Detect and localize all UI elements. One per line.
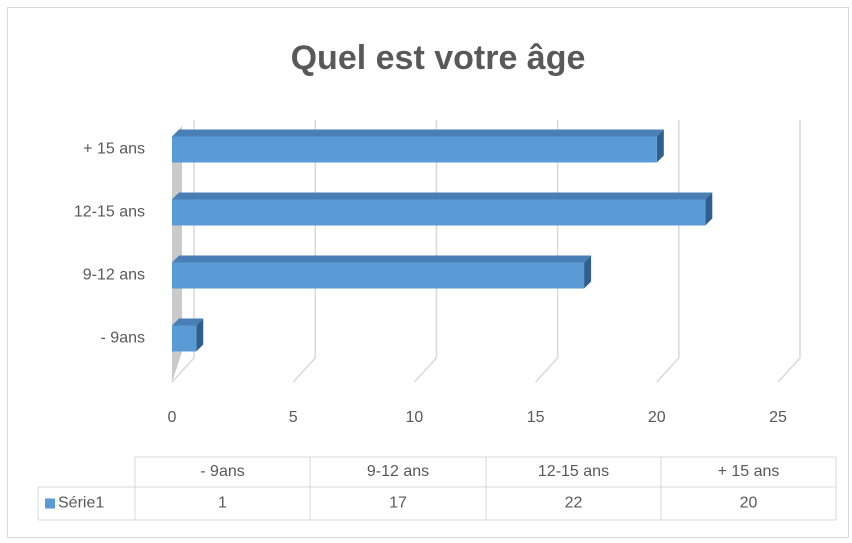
table-header: - 9ans (200, 463, 244, 480)
x-tick-label: 25 (769, 409, 787, 426)
chart-title: Quel est votre âge (291, 39, 586, 77)
x-tick-label: 20 (648, 409, 666, 426)
x-tick-label: 0 (168, 409, 177, 426)
bar (172, 318, 204, 352)
x-tick-label: 5 (289, 409, 298, 426)
x-tick-label: 10 (406, 409, 424, 426)
table-value: 17 (389, 495, 407, 512)
bar-side (584, 255, 592, 289)
bar-side (705, 192, 713, 226)
legend-label: Série1 (58, 495, 104, 512)
bar-top (172, 192, 713, 200)
bar-front (172, 262, 585, 289)
bar-front (172, 199, 706, 226)
legend-swatch (45, 498, 55, 509)
y-tick-label: + 15 ans (83, 141, 145, 158)
table-header: + 15 ans (718, 463, 780, 480)
y-tick-label: 12-15 ans (74, 204, 145, 221)
bar-front (172, 325, 197, 352)
y-tick-label: - 9ans (101, 330, 145, 347)
bar (172, 255, 592, 289)
table-header: 12-15 ans (538, 463, 609, 480)
bar-top (172, 255, 592, 263)
grid-line (777, 120, 801, 383)
table-value: 20 (740, 495, 758, 512)
bar-side (196, 318, 204, 352)
table-value: 22 (565, 495, 583, 512)
table-header: 9-12 ans (367, 463, 429, 480)
x-tick-label: 15 (527, 409, 545, 426)
bar-front (172, 136, 657, 163)
bar (172, 192, 713, 226)
bar-side (656, 129, 664, 163)
bar (172, 129, 664, 163)
bar-top (172, 318, 204, 326)
bar-top (172, 129, 664, 137)
table-value: 1 (218, 495, 227, 512)
side-wall (172, 126, 182, 382)
y-tick-label: 9-12 ans (83, 267, 145, 284)
